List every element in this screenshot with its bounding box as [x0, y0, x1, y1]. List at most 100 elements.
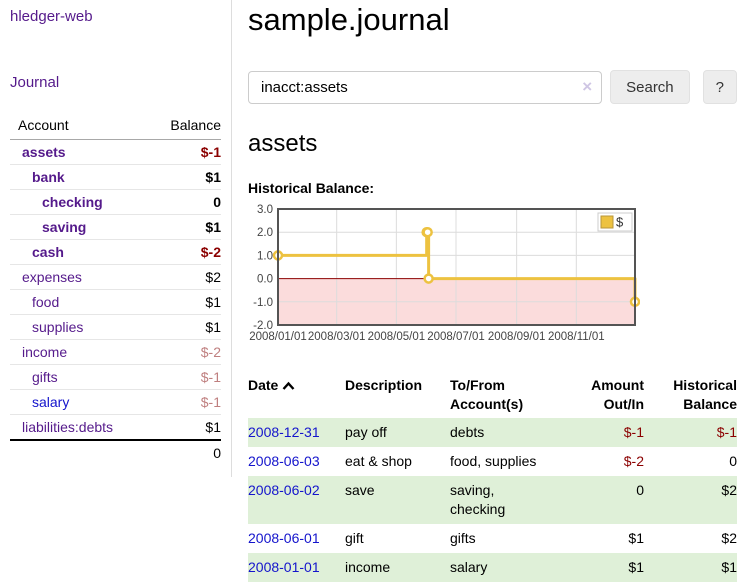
register-date-cell: 2008-06-02 [248, 476, 345, 524]
account-link[interactable]: income [22, 344, 68, 360]
accounts-total-value: 0 [144, 439, 221, 465]
account-row: income $-2 [10, 339, 221, 365]
account-row: gifts $-1 [10, 364, 221, 390]
register-row: 2008-06-01 gift gifts $1 $2 [248, 524, 737, 553]
register-description-cell: pay off [345, 418, 450, 447]
register-accounts-cell: debts [450, 418, 560, 447]
account-balance: $1 [144, 164, 221, 190]
search-button[interactable]: Search [610, 70, 690, 104]
page-title: sample.journal [248, 2, 450, 37]
register-date-cell: 2008-06-03 [248, 447, 345, 476]
register-accounts-cell: gifts [450, 530, 476, 546]
svg-text:-2.0: -2.0 [253, 320, 273, 332]
account-name-cell: food [10, 289, 145, 315]
account-name-cell: saving [10, 214, 145, 240]
account-row: checking 0 [10, 189, 221, 215]
account-balance: $2 [144, 264, 221, 290]
account-link[interactable]: assets [22, 144, 66, 160]
account-link[interactable]: food [32, 294, 60, 310]
account-row: liabilities:debts $1 [10, 415, 221, 441]
register-row: 2008-06-03 eat & shop food, supplies $-2 0 [248, 447, 737, 476]
account-balance: $-2 [144, 339, 221, 365]
account-row: food $1 [10, 289, 221, 315]
sidebar: hledger-web Journal Account Balance asse… [0, 0, 232, 477]
account-link[interactable]: expenses [22, 269, 82, 285]
account-row: supplies $1 [10, 314, 221, 340]
clear-search-icon[interactable]: × [582, 76, 593, 96]
data-point-marker [423, 273, 434, 284]
account-row: saving $1 [10, 214, 221, 240]
svg-text:2.0: 2.0 [257, 227, 273, 239]
svg-text:1.0: 1.0 [257, 250, 273, 262]
account-name-cell: cash [10, 239, 145, 265]
account-heading: assets [248, 130, 318, 157]
account-link[interactable]: salary [32, 394, 70, 410]
account-balance: $1 [144, 289, 221, 315]
svg-text:2008/01/01: 2008/01/01 [249, 331, 307, 343]
help-button[interactable]: ? [702, 70, 737, 104]
nav-journal-link[interactable]: Journal [10, 74, 60, 91]
account-name-cell: bank [10, 164, 145, 190]
register-table: Date Description To/From Account(s) Amou… [248, 372, 737, 582]
data-point-marker [422, 226, 433, 238]
register-header-accounts: To/From Account(s) [450, 377, 524, 412]
register-header-balance: Historical Balance [673, 377, 737, 412]
chart-title: Historical Balance: [248, 180, 375, 196]
app-title[interactable]: hledger-web [10, 8, 93, 25]
account-name-cell: checking [10, 189, 145, 215]
svg-text:-1.0: -1.0 [253, 297, 273, 309]
account-link[interactable]: saving [42, 219, 87, 235]
account-row: bank $1 [10, 164, 221, 190]
accounts-table: Account Balance assets $-1 bank $1 checking 0… [10, 113, 221, 465]
account-name-cell: assets [10, 139, 145, 165]
register-description-cell: eat & shop [345, 453, 412, 469]
chevron-up-icon [282, 377, 295, 396]
register-amount-cell: 0 [560, 476, 644, 524]
account-link[interactable]: bank [32, 169, 65, 185]
register-amount-cell: $1 [560, 553, 644, 582]
main-content: sample.journal × Search ? assets Histori… [248, 0, 737, 582]
account-link[interactable]: supplies [32, 319, 84, 335]
register-header-date[interactable]: Date [248, 372, 345, 418]
svg-text:2008/11/01: 2008/11/01 [548, 331, 605, 343]
account-balance: $-2 [144, 239, 221, 265]
accounts-header-row: Account Balance [10, 113, 221, 140]
account-name-cell: liabilities:debts [10, 415, 145, 441]
register-accounts-cell: saving, checking [450, 476, 560, 524]
account-row: salary $-1 [10, 389, 221, 415]
account-link[interactable]: gifts [32, 369, 58, 385]
transaction-date-link[interactable]: 2008-12-31 [248, 424, 320, 440]
account-name-cell: income [10, 339, 145, 365]
historical-balance-chart[interactable]: $3.0 2.0 1.0 0.0 -1.0 -2.0 2008/01/01 2008/03/0… [248, 204, 737, 351]
register-description-cell: income [345, 553, 450, 582]
chart-legend: $ [597, 212, 633, 232]
register-row: 2008-06-02 save saving, checking 0 $2 [248, 476, 737, 524]
register-header-description: Description [345, 377, 423, 393]
account-name-cell: supplies [10, 314, 145, 340]
register-row: 2008-01-01 income salary $1 $1 [248, 553, 737, 582]
account-name-cell: salary [10, 389, 145, 415]
svg-text:2008/07/01: 2008/07/01 [427, 331, 485, 343]
svg-text:2008/09/01: 2008/09/01 [488, 331, 546, 343]
account-row: assets $-1 [10, 139, 221, 165]
register-description-cell: gift [345, 530, 364, 546]
register-balance-cell: $-1 [644, 418, 737, 447]
account-link[interactable]: liabilities:debts [22, 419, 114, 435]
transaction-date-link[interactable]: 2008-06-01 [248, 530, 320, 546]
search-input[interactable] [248, 70, 603, 104]
account-link[interactable]: cash [32, 244, 64, 260]
account-balance: $-1 [144, 364, 221, 390]
account-link[interactable]: checking [42, 194, 103, 210]
transaction-date-link[interactable]: 2008-01-01 [248, 559, 320, 575]
account-name-cell: expenses [10, 264, 145, 290]
account-row: cash $-2 [10, 239, 221, 265]
register-date-cell: 2008-12-31 [248, 418, 345, 447]
accounts-total-spacer [10, 439, 145, 465]
register-header-date-label: Date [248, 377, 279, 393]
transaction-date-link[interactable]: 2008-06-02 [248, 482, 320, 498]
account-balance: $-1 [144, 139, 221, 165]
register-header-row: Date Description To/From Account(s) Amou… [248, 372, 737, 418]
account-name-cell: gifts [10, 364, 145, 390]
transaction-date-link[interactable]: 2008-06-03 [248, 453, 320, 469]
